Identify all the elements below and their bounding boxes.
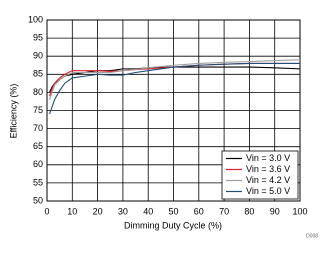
y-tick-label: 95 <box>33 32 43 42</box>
x-tick-label: 100 <box>292 206 307 216</box>
x-tick-label: 0 <box>44 206 49 216</box>
footnote: D008 <box>306 233 318 239</box>
x-tick-label: 20 <box>93 206 103 216</box>
data-line <box>49 59 301 100</box>
data-line <box>49 62 300 115</box>
x-tick-label: 40 <box>143 206 153 216</box>
y-tick-label: 100 <box>28 14 43 24</box>
y-tick-label: 65 <box>33 141 43 151</box>
x-tick-label: 60 <box>194 206 204 216</box>
y-tick-label: 80 <box>33 87 43 97</box>
y-tick-label: 60 <box>33 159 43 169</box>
x-tick-label: 30 <box>118 206 128 216</box>
y-tick-label: 75 <box>33 105 43 115</box>
y-tick-label: 70 <box>33 123 43 133</box>
x-tick-label: 50 <box>168 206 178 216</box>
x-tick-label: 10 <box>67 206 77 216</box>
y-tick-label: 50 <box>33 195 43 205</box>
legend-label: Vin = 4.2 V <box>246 175 290 185</box>
x-tick-label: 70 <box>219 206 229 216</box>
x-tick-label: 80 <box>244 206 254 216</box>
y-tick-label: 55 <box>33 177 43 187</box>
x-axis-label: Dimming Duty Cycle (%) <box>124 220 222 230</box>
y-tick-label: 90 <box>33 51 43 61</box>
x-tick-label: 90 <box>270 206 280 216</box>
legend-label: Vin = 3.6 V <box>246 164 290 174</box>
plot-frame <box>46 19 301 202</box>
legend-label: Vin = 3.0 V <box>246 153 290 163</box>
legend-label: Vin = 5.0 V <box>246 186 290 196</box>
data-line <box>49 62 300 97</box>
y-axis-label: Efficiency (%) <box>8 84 18 139</box>
y-tick-label: 85 <box>33 69 43 79</box>
